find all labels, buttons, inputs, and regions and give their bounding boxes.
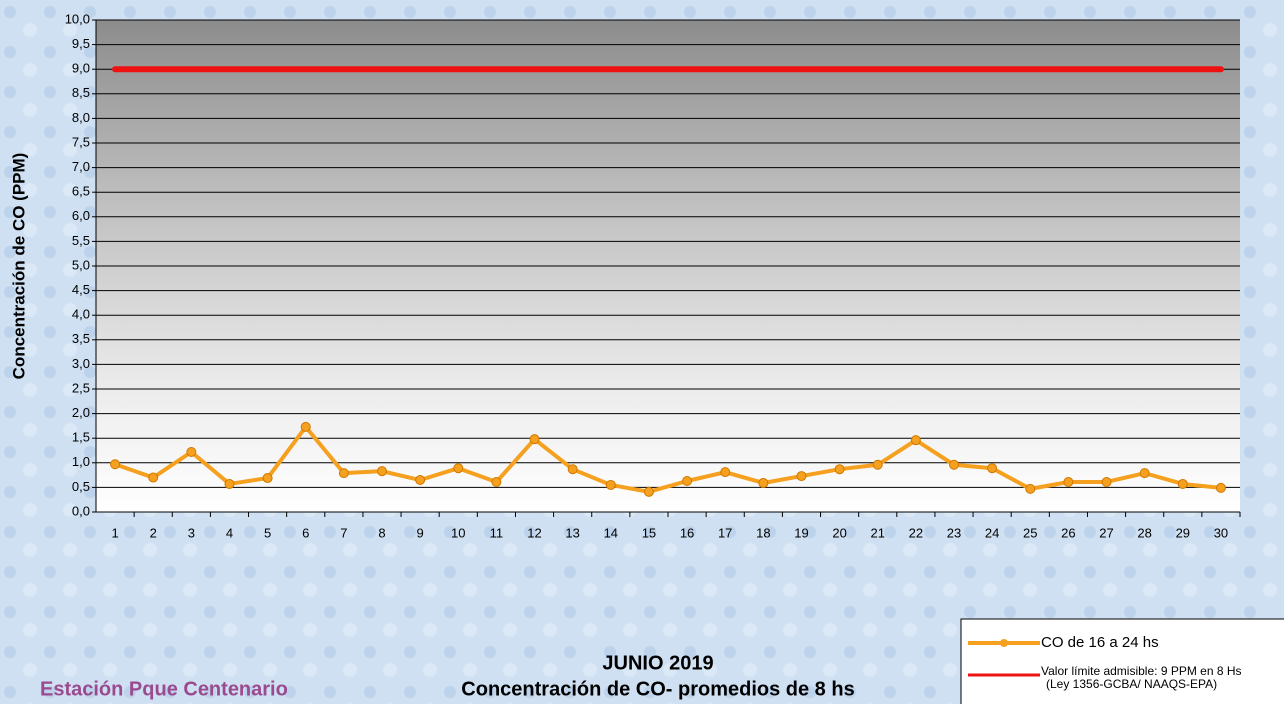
y-tick-label: 7,5	[72, 134, 90, 149]
point	[148, 472, 159, 483]
y-tick-label: 7,0	[72, 159, 90, 174]
x-tick-label: 21	[870, 525, 884, 540]
x-tick-label: 23	[947, 525, 961, 540]
y-tick-label: 8,5	[72, 85, 90, 100]
point	[949, 459, 959, 470]
x-tick-label: 28	[1137, 525, 1151, 540]
point	[377, 466, 387, 477]
series-line	[113, 424, 1223, 494]
y-tick-label: 8,0	[72, 110, 90, 125]
point	[643, 486, 654, 497]
x-tick-label: 22	[909, 525, 923, 540]
x-tick-label: 30	[1214, 525, 1228, 540]
y-tick-label: 0,0	[72, 503, 90, 518]
point	[910, 435, 921, 446]
x-tick-label: 19	[794, 525, 808, 540]
y-tick-label: 2,5	[72, 380, 90, 395]
point	[872, 459, 883, 470]
y-tick-label: 9,0	[72, 61, 90, 76]
y-tick-label: 3,0	[72, 356, 90, 371]
legend	[960, 618, 1284, 704]
point	[491, 476, 502, 487]
point	[720, 467, 731, 478]
point	[1215, 482, 1226, 493]
point	[567, 464, 578, 475]
point	[1063, 476, 1074, 487]
x-tick-label: 27	[1099, 525, 1113, 540]
y-tick-label: 5,5	[72, 233, 90, 248]
y-tick-label: 6,0	[72, 208, 90, 223]
y-tick-label: 10,0	[65, 11, 90, 26]
x-tick-label: 12	[527, 525, 541, 540]
x-tick-label: 16	[680, 525, 694, 540]
legend-marker	[1000, 639, 1008, 647]
y-tick-label: 1,0	[72, 454, 90, 469]
x-tick-label: 2	[150, 525, 157, 540]
point	[415, 475, 426, 486]
point	[529, 434, 540, 445]
point	[605, 479, 616, 490]
point	[338, 468, 349, 479]
point	[110, 459, 121, 470]
x-tick-label: 6	[302, 525, 309, 540]
point	[758, 477, 769, 488]
x-tick-label: 1	[111, 525, 118, 540]
x-tick-label: 3	[188, 525, 195, 540]
point	[453, 463, 464, 474]
x-tick-label: 15	[642, 525, 656, 540]
x-tick-label: 5	[264, 525, 271, 540]
x-tick-label: 18	[756, 525, 770, 540]
y-tick-label: 4,5	[72, 282, 90, 297]
legend-label: CO de 16 a 24 hs	[1041, 634, 1159, 651]
chart-title: JUNIO 2019	[602, 652, 713, 674]
x-tick-label: 4	[226, 525, 233, 540]
x-tick-label: 11	[490, 525, 504, 540]
y-tick-label: 9,5	[72, 36, 90, 51]
station-label: Estación Pque Centenario	[40, 678, 288, 700]
x-tick-label: 29	[1176, 525, 1190, 540]
x-tick-label: 25	[1023, 525, 1037, 540]
x-tick-label: 17	[718, 525, 732, 540]
legend-note: (Ley 1356-GCBA/ NAAQS-EPA)	[1046, 677, 1217, 691]
chart-subtitle: Concentración de CO- promedios de 8 hs	[461, 678, 854, 700]
x-tick-label: 14	[604, 525, 618, 540]
x-tick-label: 20	[832, 525, 846, 540]
y-tick-label: 6,5	[72, 184, 90, 199]
x-tick-label: 13	[565, 525, 579, 540]
point	[300, 421, 311, 432]
x-tick-label: 10	[451, 525, 465, 540]
y-tick-label: 4,0	[72, 307, 90, 322]
point	[1139, 468, 1150, 479]
y-tick-label: 1,5	[72, 430, 90, 445]
point	[1177, 478, 1188, 489]
x-tick-label: 7	[340, 525, 347, 540]
y-tick-label: 3,5	[72, 331, 90, 346]
point	[1025, 483, 1036, 494]
y-tick-label: 2,0	[72, 405, 90, 420]
y-tick-label: 5,0	[72, 257, 90, 272]
x-tick-label: 26	[1061, 525, 1075, 540]
point	[796, 471, 807, 482]
point	[1101, 476, 1112, 487]
x-tick-label: 8	[378, 525, 385, 540]
point	[682, 476, 693, 487]
x-tick-label: 24	[985, 525, 999, 540]
point	[186, 446, 197, 457]
y-axis-label: Concentración de CO (PPM)	[9, 153, 28, 380]
point	[834, 464, 845, 475]
x-tick-label: 9	[417, 525, 424, 540]
point	[224, 478, 235, 489]
point	[987, 463, 998, 474]
y-tick-label: 0,5	[72, 479, 90, 494]
point	[262, 473, 273, 484]
legend-label: Valor límite admisible: 9 PPM en 8 Hs	[1041, 664, 1242, 678]
